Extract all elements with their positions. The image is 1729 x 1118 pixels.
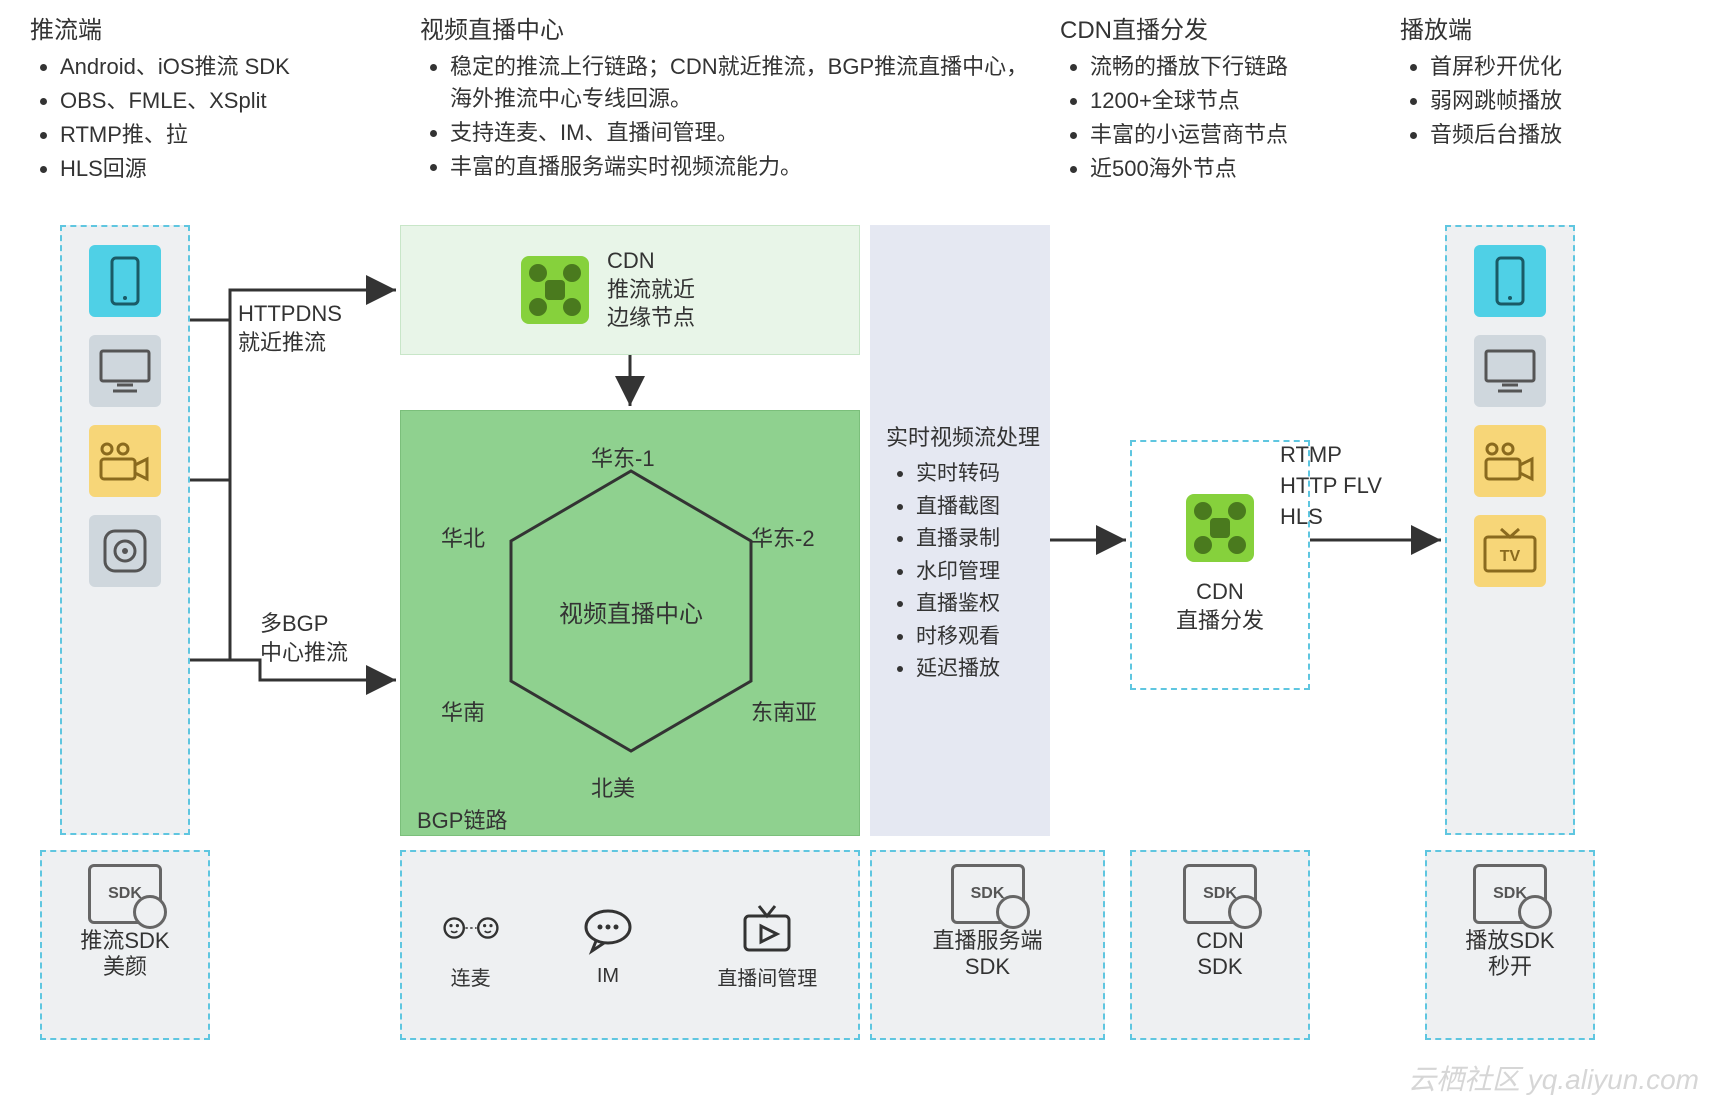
region-hd1: 华东-1 (591, 441, 655, 473)
region-hb: 华北 (441, 521, 485, 553)
monitor-icon (89, 335, 161, 407)
live-center-panel: 视频直播中心 华东-1 华北 华东-2 华南 东南亚 北美 BGP链路 (400, 410, 860, 836)
realtime-list: 实时视频流处理 实时转码 直播截图 直播录制 水印管理 直播鉴权 时移观看 延迟… (886, 420, 1040, 686)
camera-icon (1474, 425, 1546, 497)
center-features-panel: 连麦 IM 直播间管理 (400, 850, 860, 1040)
center-bullets: 稳定的推流上行链路；CDN就近推流，BGP推流直播中心，海外推流中心专线回源。 … (420, 51, 1050, 183)
bgp-link-label: BGP链路 (417, 803, 507, 835)
protocols-label: RTMP HTTP FLV HLS (1280, 440, 1382, 532)
drone-icon (1186, 494, 1254, 562)
camera-icon (89, 425, 161, 497)
drone-icon (521, 256, 589, 324)
push-bullets: Android、iOS推流 SDK OBS、FMLE、XSplit RTMP推、… (30, 51, 290, 185)
watermark: 云栖社区 yq.aliyun.com (1408, 1058, 1699, 1098)
center-header: 视频直播中心 稳定的推流上行链路；CDN就近推流，BGP推流直播中心，海外推流中… (420, 10, 1050, 185)
play-devices-panel: TV (1445, 225, 1575, 835)
httpdns-label: HTTPDNS 就近推流 (238, 300, 342, 357)
hex-center-label: 视频直播中心 (559, 594, 703, 629)
region-dny: 东南亚 (751, 695, 817, 727)
sdk-icon: SDK (951, 864, 1025, 924)
room-feature: 直播间管理 (717, 900, 817, 991)
im-feature: IM (580, 903, 636, 988)
cdn-edge-text: CDN 推流就近 边缘节点 (607, 247, 695, 333)
cdn-edge-panel: CDN 推流就近 边缘节点 (400, 225, 860, 355)
phone-icon (1474, 245, 1546, 317)
play-sdk-label: 播放SDK 秒开 (1427, 928, 1593, 981)
play-sdk-panel: SDK 播放SDK 秒开 (1425, 850, 1595, 1040)
region-hn: 华南 (441, 695, 485, 727)
play-bullets: 首屏秒开优化 弱网跳帧播放 音频后台播放 (1400, 51, 1630, 151)
push-sdk-label: 推流SDK 美颜 (42, 928, 208, 981)
play-header: 播放端 首屏秒开优化 弱网跳帧播放 音频后台播放 (1400, 10, 1630, 153)
cdn-bullets: 流畅的播放下行链路 1200+全球节点 丰富的小运营商节点 近500海外节点 (1060, 51, 1340, 185)
cdn-header: CDN直播分发 流畅的播放下行链路 1200+全球节点 丰富的小运营商节点 近5… (1060, 10, 1340, 187)
svg-text:TV: TV (1500, 548, 1521, 565)
sdk-icon: SDK (1183, 864, 1257, 924)
server-sdk-label: 直播服务端 SDK (872, 928, 1103, 981)
sdk-icon: SDK (88, 864, 162, 924)
phone-icon (89, 245, 161, 317)
push-sdk-panel: SDK 推流SDK 美颜 (40, 850, 210, 1040)
region-hd2: 华东-2 (751, 521, 815, 553)
bgp-label: 多BGP 中心推流 (260, 610, 348, 667)
sdk-icon: SDK (1473, 864, 1547, 924)
webcam-icon (89, 515, 161, 587)
push-header: 推流端 Android、iOS推流 SDK OBS、FMLE、XSplit RT… (30, 10, 290, 187)
push-devices-panel (60, 225, 190, 835)
tv-icon: TV (1474, 515, 1546, 587)
lianmai-feature: 连麦 (443, 900, 499, 991)
region-bm: 北美 (591, 771, 635, 803)
server-sdk-panel: SDK 直播服务端 SDK (870, 850, 1105, 1040)
cdn-sdk-label: CDN SDK (1132, 928, 1308, 981)
monitor-icon (1474, 335, 1546, 407)
cdn-sdk-panel: SDK CDN SDK (1130, 850, 1310, 1040)
